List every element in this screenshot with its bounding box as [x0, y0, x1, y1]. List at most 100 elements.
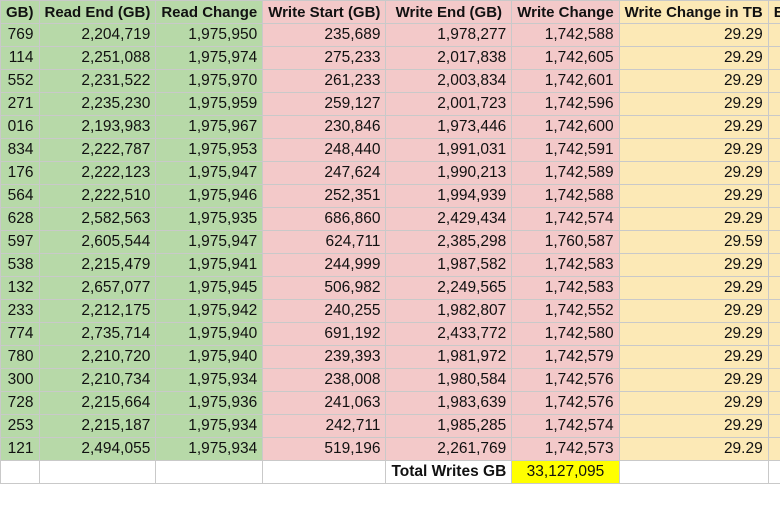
- cell[interactable]: [767, 69, 780, 93]
- cell[interactable]: 29.29: [618, 207, 769, 231]
- cell[interactable]: 1,742,579: [511, 345, 620, 369]
- cell[interactable]: 1,742,591: [511, 138, 620, 162]
- column-header[interactable]: GB): [0, 0, 40, 24]
- cell[interactable]: [767, 345, 780, 369]
- cell[interactable]: [767, 230, 780, 254]
- cell[interactable]: 1,742,605: [511, 46, 620, 70]
- cell[interactable]: [38, 460, 157, 484]
- cell[interactable]: 2,017,838: [385, 46, 513, 70]
- cell[interactable]: 1,983,639: [385, 391, 513, 415]
- cell[interactable]: 780: [0, 345, 40, 369]
- cell[interactable]: [767, 92, 780, 116]
- cell[interactable]: 2,735,714: [38, 322, 157, 346]
- cell[interactable]: 552: [0, 69, 40, 93]
- cell[interactable]: 259,127: [262, 92, 387, 116]
- cell[interactable]: 2,003,834: [385, 69, 513, 93]
- cell[interactable]: 1,975,945: [155, 276, 264, 300]
- cell[interactable]: 176: [0, 161, 40, 185]
- cell[interactable]: 29.29: [618, 184, 769, 208]
- cell[interactable]: 29.29: [618, 23, 769, 47]
- cell[interactable]: [155, 460, 264, 484]
- total-writes-value[interactable]: 33,127,095: [511, 460, 620, 484]
- cell[interactable]: 016: [0, 115, 40, 139]
- cell[interactable]: 2,433,772: [385, 322, 513, 346]
- cell[interactable]: 1,973,446: [385, 115, 513, 139]
- cell[interactable]: 29.29: [618, 345, 769, 369]
- cell[interactable]: 1,975,942: [155, 299, 264, 323]
- column-header[interactable]: Read Change: [155, 0, 264, 24]
- cell[interactable]: 29.29: [618, 161, 769, 185]
- cell[interactable]: 1,742,588: [511, 23, 620, 47]
- cell[interactable]: 1,978,277: [385, 23, 513, 47]
- cell[interactable]: 2,385,298: [385, 230, 513, 254]
- cell[interactable]: 1,742,580: [511, 322, 620, 346]
- cell[interactable]: 240,255: [262, 299, 387, 323]
- cell[interactable]: 1,742,601: [511, 69, 620, 93]
- cell[interactable]: 248,440: [262, 138, 387, 162]
- cell[interactable]: 1,980,584: [385, 368, 513, 392]
- cell[interactable]: [767, 391, 780, 415]
- cell[interactable]: 1,742,588: [511, 184, 620, 208]
- cell[interactable]: 1,975,941: [155, 253, 264, 277]
- cell[interactable]: [767, 460, 780, 484]
- cell[interactable]: 2,261,769: [385, 437, 513, 461]
- cell[interactable]: [767, 437, 780, 461]
- cell[interactable]: 271: [0, 92, 40, 116]
- cell[interactable]: 624,711: [262, 230, 387, 254]
- cell[interactable]: 2,222,123: [38, 161, 157, 185]
- column-header[interactable]: Write Change in TB: [618, 0, 769, 24]
- cell[interactable]: 29.29: [618, 368, 769, 392]
- cell[interactable]: 233: [0, 299, 40, 323]
- cell[interactable]: 2,429,434: [385, 207, 513, 231]
- cell[interactable]: 2,249,565: [385, 276, 513, 300]
- cell[interactable]: 1,975,940: [155, 345, 264, 369]
- cell[interactable]: 1,742,583: [511, 276, 620, 300]
- cell[interactable]: 29.29: [618, 299, 769, 323]
- cell[interactable]: 1,742,600: [511, 115, 620, 139]
- cell[interactable]: [767, 299, 780, 323]
- cell[interactable]: 2,251,088: [38, 46, 157, 70]
- cell[interactable]: 2,001,723: [385, 92, 513, 116]
- cell[interactable]: 1,975,950: [155, 23, 264, 47]
- cell[interactable]: 2,215,479: [38, 253, 157, 277]
- cell[interactable]: 1,760,587: [511, 230, 620, 254]
- cell[interactable]: 29.29: [618, 92, 769, 116]
- cell[interactable]: 1,987,582: [385, 253, 513, 277]
- cell[interactable]: 29.29: [618, 322, 769, 346]
- cell[interactable]: 1,975,934: [155, 414, 264, 438]
- cell[interactable]: 2,215,187: [38, 414, 157, 438]
- cell[interactable]: 241,063: [262, 391, 387, 415]
- cell[interactable]: 2,210,734: [38, 368, 157, 392]
- cell[interactable]: 1,975,967: [155, 115, 264, 139]
- cell[interactable]: 1,975,946: [155, 184, 264, 208]
- cell[interactable]: 121: [0, 437, 40, 461]
- cell[interactable]: 1,742,574: [511, 207, 620, 231]
- cell[interactable]: [767, 23, 780, 47]
- cell[interactable]: 1,991,031: [385, 138, 513, 162]
- cell[interactable]: 1,994,939: [385, 184, 513, 208]
- cell[interactable]: 2,231,522: [38, 69, 157, 93]
- cell[interactable]: 1,742,596: [511, 92, 620, 116]
- cell[interactable]: 1,975,959: [155, 92, 264, 116]
- cell[interactable]: 769: [0, 23, 40, 47]
- cell[interactable]: [0, 460, 40, 484]
- cell[interactable]: 29.29: [618, 115, 769, 139]
- cell[interactable]: 2,215,664: [38, 391, 157, 415]
- cell[interactable]: 2,605,544: [38, 230, 157, 254]
- cell[interactable]: 2,193,983: [38, 115, 157, 139]
- cell[interactable]: 628: [0, 207, 40, 231]
- cell[interactable]: 1,981,972: [385, 345, 513, 369]
- cell[interactable]: 239,393: [262, 345, 387, 369]
- cell[interactable]: 114: [0, 46, 40, 70]
- cell[interactable]: 2,222,787: [38, 138, 157, 162]
- cell[interactable]: 29.29: [618, 69, 769, 93]
- cell[interactable]: 1,742,589: [511, 161, 620, 185]
- cell[interactable]: 29.59: [618, 230, 769, 254]
- cell[interactable]: [767, 161, 780, 185]
- cell[interactable]: 2,210,720: [38, 345, 157, 369]
- cell[interactable]: 691,192: [262, 322, 387, 346]
- cell[interactable]: [767, 253, 780, 277]
- cell[interactable]: [767, 414, 780, 438]
- cell[interactable]: 1,742,576: [511, 368, 620, 392]
- cell[interactable]: 1,742,552: [511, 299, 620, 323]
